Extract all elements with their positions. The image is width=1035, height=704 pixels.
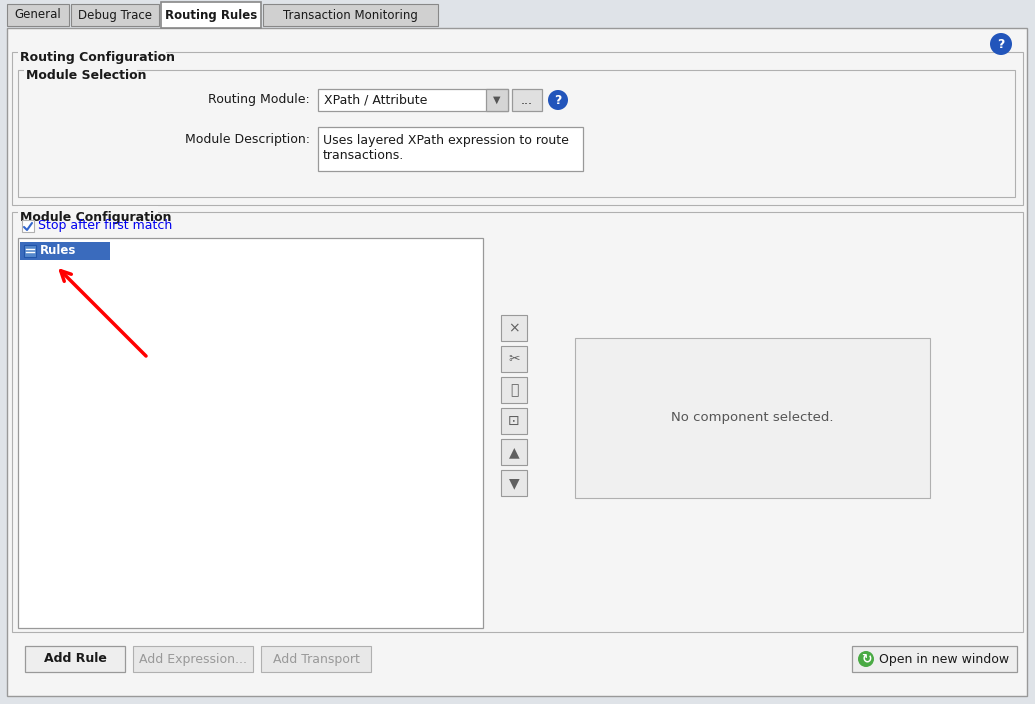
Text: Routing Configuration: Routing Configuration [20, 51, 175, 64]
Text: ▼: ▼ [508, 476, 520, 490]
Bar [25, 646, 125, 672]
Text: ⊡: ⊡ [508, 414, 520, 428]
Text: ...: ... [521, 94, 533, 106]
Bar [852, 646, 1017, 672]
Bar [71, 4, 159, 26]
Text: Stop after first match: Stop after first match [38, 220, 172, 232]
Text: transactions.: transactions. [323, 149, 405, 162]
Text: Module Selection: Module Selection [26, 69, 147, 82]
Text: XPath / Attribute: XPath / Attribute [324, 94, 427, 106]
Bar [18, 206, 158, 219]
Text: Transaction Monitoring: Transaction Monitoring [283, 8, 418, 22]
Bar [263, 4, 438, 26]
Text: Module Configuration: Module Configuration [20, 211, 172, 224]
Bar [486, 89, 508, 111]
Bar [501, 377, 527, 403]
Text: No component selected.: No component selected. [672, 412, 834, 425]
Bar [261, 646, 371, 672]
Text: Routing Module:: Routing Module: [208, 94, 310, 106]
Text: ↻: ↻ [861, 653, 871, 665]
Bar [161, 2, 261, 28]
Text: Open in new window: Open in new window [879, 653, 1009, 665]
Bar [18, 70, 1015, 197]
Bar [24, 64, 137, 77]
Bar [501, 315, 527, 341]
Circle shape [858, 651, 874, 667]
Text: Uses layered XPath expression to route: Uses layered XPath expression to route [323, 134, 569, 147]
Bar [24, 245, 36, 257]
Text: ×: × [508, 321, 520, 335]
Bar [501, 439, 527, 465]
Bar [501, 408, 527, 434]
Text: ?: ? [998, 37, 1005, 51]
Text: ✂: ✂ [508, 352, 520, 366]
Bar [22, 220, 34, 232]
Text: Add Expression...: Add Expression... [139, 653, 247, 665]
Bar [318, 127, 583, 171]
Bar [501, 470, 527, 496]
Bar [501, 346, 527, 372]
Bar [18, 238, 483, 628]
Text: ⧉: ⧉ [510, 383, 519, 397]
Bar [12, 212, 1023, 632]
Bar [7, 4, 69, 26]
Text: Add Rule: Add Rule [43, 653, 107, 665]
Bar [512, 89, 542, 111]
Text: ▼: ▼ [494, 95, 501, 105]
Text: Routing Rules: Routing Rules [165, 8, 257, 22]
Bar [12, 52, 1023, 205]
Text: Module Description:: Module Description: [185, 134, 310, 146]
Bar [318, 89, 508, 111]
Bar [575, 338, 930, 498]
Text: Debug Trace: Debug Trace [78, 8, 152, 22]
Text: ?: ? [555, 94, 562, 106]
Text: General: General [14, 8, 61, 22]
Bar [18, 46, 166, 59]
Text: ▲: ▲ [508, 445, 520, 459]
Bar [20, 242, 110, 260]
Circle shape [990, 33, 1012, 55]
Text: Add Transport: Add Transport [272, 653, 359, 665]
Text: Rules: Rules [40, 244, 77, 258]
Circle shape [548, 90, 568, 110]
Bar [134, 646, 253, 672]
